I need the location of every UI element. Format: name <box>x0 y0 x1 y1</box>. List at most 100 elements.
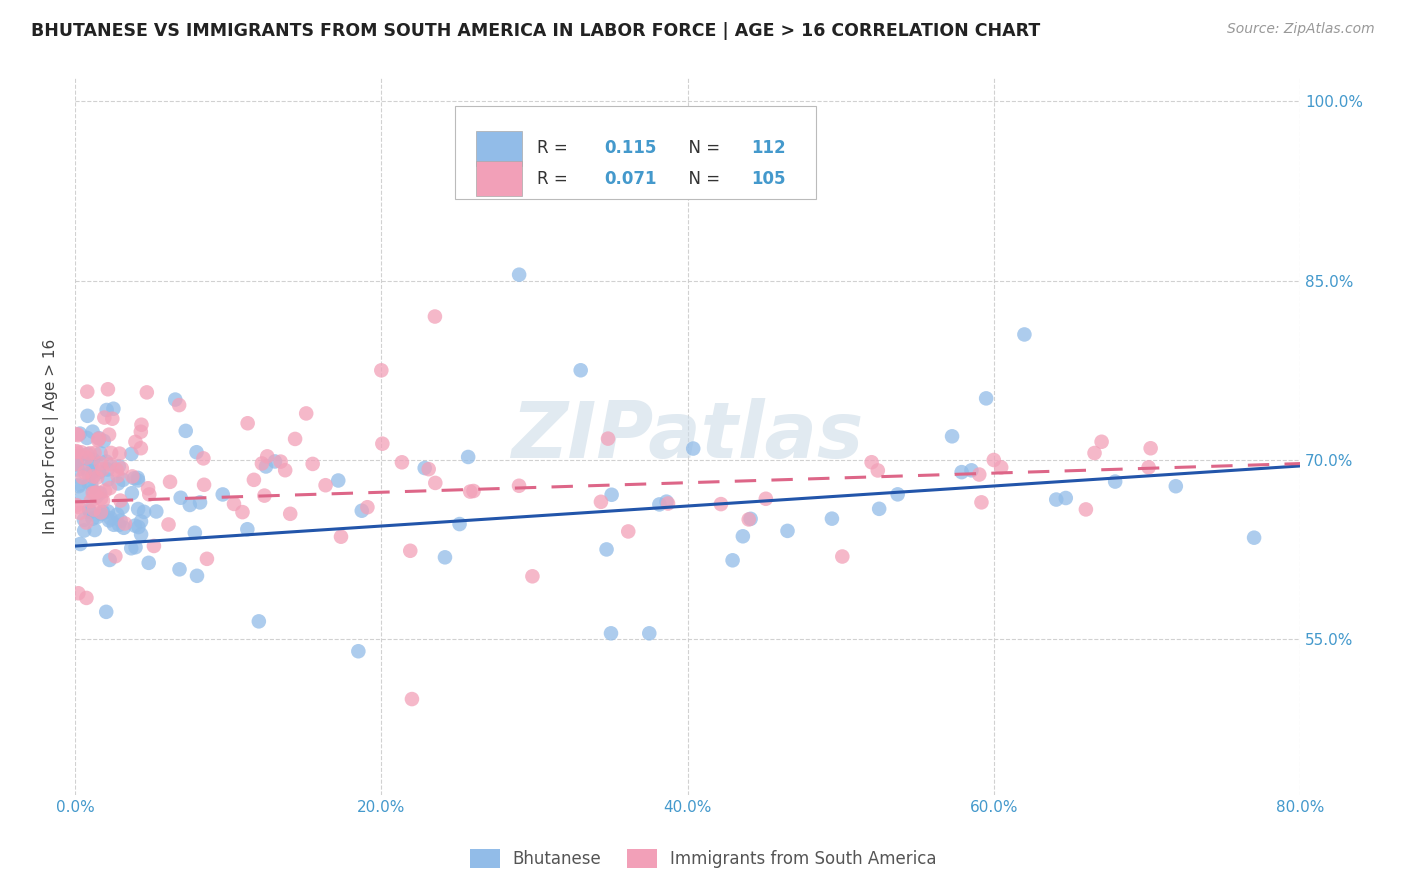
Point <box>449 517 471 532</box>
Point <box>284 432 307 446</box>
Point <box>107 469 129 483</box>
Point <box>967 467 990 482</box>
Point <box>193 477 215 491</box>
Point <box>960 463 983 477</box>
Point <box>91 493 114 508</box>
Point <box>508 479 530 493</box>
Text: BHUTANESE VS IMMIGRANTS FROM SOUTH AMERICA IN LABOR FORCE | AGE > 16 CORRELATION: BHUTANESE VS IMMIGRANTS FROM SOUTH AMERI… <box>31 22 1040 40</box>
Point <box>328 474 350 488</box>
Point <box>1054 491 1077 505</box>
Point <box>96 605 118 619</box>
Point <box>66 427 89 442</box>
Point <box>274 463 297 477</box>
Point <box>83 523 105 537</box>
Point <box>83 469 105 483</box>
Point <box>127 520 149 534</box>
Point <box>90 456 112 470</box>
Point <box>96 403 118 417</box>
Point <box>418 462 440 476</box>
Point <box>595 542 617 557</box>
Point <box>83 446 105 460</box>
Point <box>86 485 108 500</box>
Point <box>124 540 146 554</box>
Point <box>463 483 485 498</box>
Point <box>67 586 90 600</box>
Point <box>1014 327 1036 342</box>
Point <box>89 465 111 479</box>
Point <box>97 382 120 396</box>
Point <box>108 459 131 474</box>
Point <box>1045 492 1067 507</box>
Point <box>657 496 679 510</box>
Point <box>600 626 623 640</box>
Point <box>93 434 115 448</box>
Point <box>84 486 107 500</box>
Point <box>82 483 104 498</box>
Point <box>186 569 208 583</box>
Point <box>76 447 98 461</box>
Point <box>105 508 128 522</box>
Point <box>1083 446 1105 460</box>
Point <box>129 527 152 541</box>
Point <box>91 462 114 476</box>
Point <box>120 541 142 556</box>
Point <box>270 455 292 469</box>
Point <box>356 500 378 515</box>
Point <box>80 476 103 491</box>
Point <box>315 478 337 492</box>
Text: N =: N = <box>678 139 725 158</box>
Point <box>350 504 373 518</box>
Point <box>67 449 90 463</box>
Point <box>721 553 744 567</box>
Point <box>66 456 89 470</box>
Point <box>107 476 129 491</box>
Point <box>250 457 273 471</box>
Point <box>710 497 733 511</box>
Point <box>79 446 101 460</box>
Point <box>90 491 112 506</box>
Legend: Bhutanese, Immigrants from South America: Bhutanese, Immigrants from South America <box>463 842 943 875</box>
Point <box>76 431 98 445</box>
Point <box>655 494 678 508</box>
Point <box>77 476 100 491</box>
Point <box>136 481 159 495</box>
Point <box>974 392 997 406</box>
Point <box>755 491 778 506</box>
Point <box>589 495 612 509</box>
Point <box>247 615 270 629</box>
Text: ZIPatlas: ZIPatlas <box>512 398 863 474</box>
Point <box>1137 460 1160 475</box>
Point <box>522 569 544 583</box>
Point <box>76 462 98 476</box>
Text: 0.071: 0.071 <box>605 169 657 187</box>
Point <box>347 644 370 658</box>
Point <box>69 426 91 441</box>
Point <box>129 425 152 439</box>
Point <box>413 461 436 475</box>
Y-axis label: In Labor Force | Age > 16: In Labor Force | Age > 16 <box>44 338 59 533</box>
Point <box>167 398 190 412</box>
Point <box>1074 502 1097 516</box>
Point <box>114 516 136 531</box>
Point <box>1243 531 1265 545</box>
Point <box>596 432 619 446</box>
Point <box>131 417 153 432</box>
Point <box>731 529 754 543</box>
Point <box>950 465 973 479</box>
Point <box>75 516 97 530</box>
Point <box>67 477 90 491</box>
Point <box>98 481 121 495</box>
Point <box>76 450 98 465</box>
Point <box>82 512 104 526</box>
Text: R =: R = <box>537 139 572 158</box>
Point <box>65 445 87 459</box>
Point <box>110 514 132 528</box>
FancyBboxPatch shape <box>475 161 522 195</box>
Point <box>868 501 890 516</box>
Point <box>89 431 111 445</box>
Point <box>457 450 479 464</box>
FancyBboxPatch shape <box>454 106 815 200</box>
Point <box>103 401 125 416</box>
Text: N =: N = <box>678 169 725 187</box>
Text: 105: 105 <box>751 169 786 187</box>
